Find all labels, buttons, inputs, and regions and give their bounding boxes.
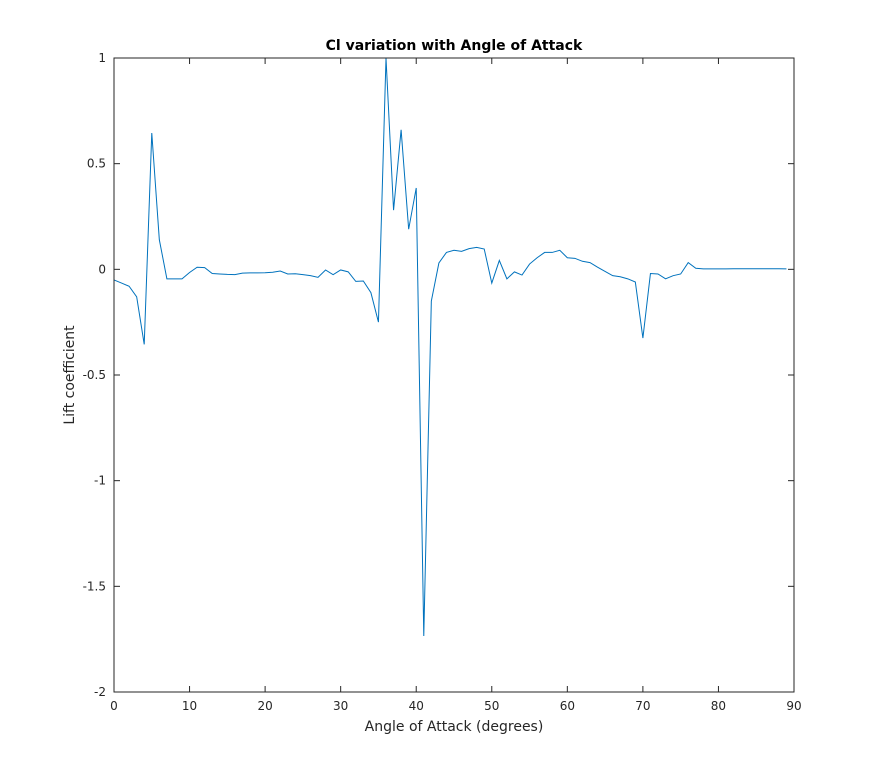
- plot-border: [113, 57, 795, 693]
- y-tick-label: 0.5: [87, 157, 106, 171]
- x-tick-label: 50: [484, 699, 499, 713]
- x-tick-label: 80: [711, 699, 726, 713]
- data-layer: [113, 57, 787, 637]
- y-tick-label: 0: [98, 262, 106, 276]
- x-tick-label: 10: [182, 699, 197, 713]
- y-tick-label: -1: [94, 474, 106, 488]
- x-tick-label: 40: [409, 699, 424, 713]
- plot-area: [114, 58, 794, 692]
- x-tick-label: 70: [635, 699, 650, 713]
- x-tick-label: 20: [257, 699, 272, 713]
- axis-ticks: 0 10 20 30 40 50 60 70 80 90 -2 -1.5 -1 -0.5 0 0.5 1: [83, 51, 802, 713]
- y-axis-label: Lift coefficient: [62, 325, 78, 425]
- series-line: [113, 57, 787, 637]
- y-tick-label: -0.5: [83, 368, 106, 382]
- x-axis-label: Angle of Attack (degrees): [365, 719, 544, 735]
- y-tick-label: -2: [94, 685, 106, 699]
- x-tick-label: 90: [786, 699, 801, 713]
- x-tick-label: 0: [110, 699, 118, 713]
- chart-title: Cl variation with Angle of Attack: [326, 38, 583, 54]
- x-tick-label: 60: [560, 699, 575, 713]
- x-tick-label: 30: [333, 699, 348, 713]
- y-tick-label: 1: [98, 51, 106, 65]
- y-tick-label: -1.5: [83, 579, 106, 593]
